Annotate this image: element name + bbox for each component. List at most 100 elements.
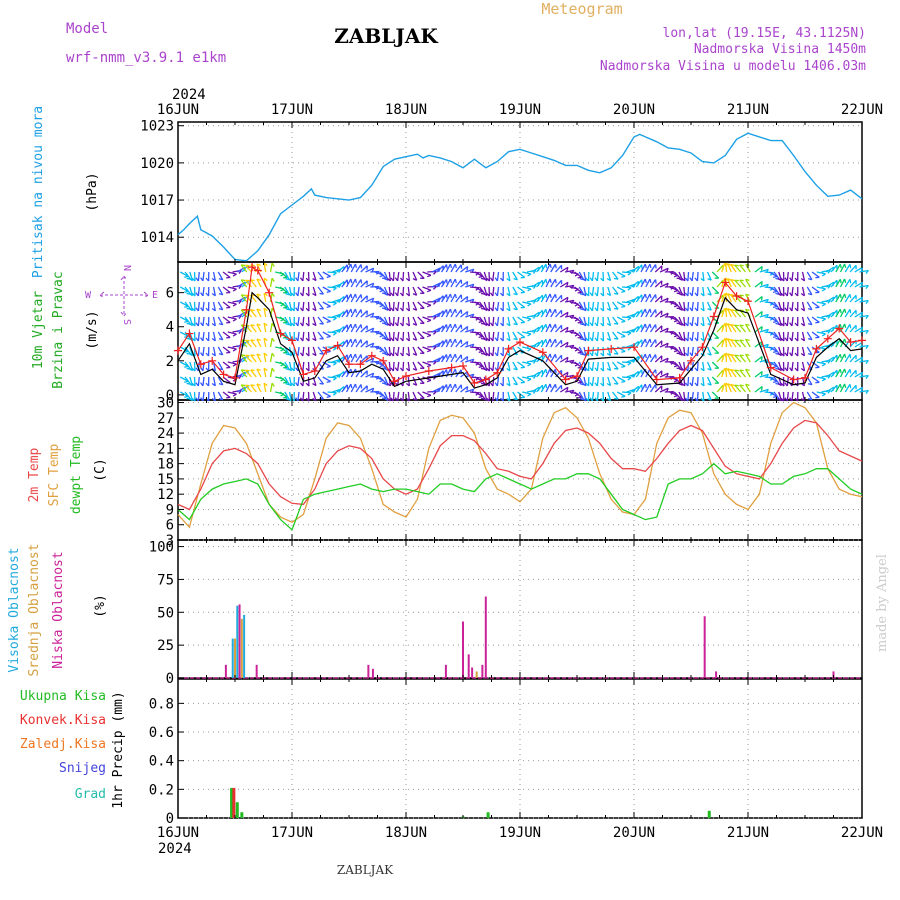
wind-barb-tip: [312, 278, 317, 282]
wind-barb: [202, 271, 205, 282]
wind-barb-tip: [445, 279, 448, 284]
y-tick-label: 21: [157, 441, 174, 457]
wind-barb-tip: [707, 383, 712, 386]
wind-barb-tip: [394, 337, 399, 342]
wind-barb: [640, 278, 646, 288]
wind-barb: [854, 356, 863, 363]
wind-barb: [222, 301, 231, 309]
wind-barb: [379, 316, 387, 324]
wind-barb: [417, 346, 425, 354]
wind-barb-tip: [794, 397, 799, 402]
wind-barb: [392, 391, 395, 402]
wind-barb: [392, 361, 395, 372]
wind-barb-tip: [354, 308, 358, 314]
wind-barb: [445, 338, 451, 348]
wind-barb: [721, 368, 726, 378]
wind-barb: [596, 316, 599, 327]
wind-barb: [645, 308, 651, 318]
wind-barb: [341, 339, 348, 348]
wind-barb-tip: [500, 292, 504, 297]
wind-barb: [436, 265, 444, 273]
y-tick-label: 0.4: [149, 754, 174, 770]
wind-barb: [540, 368, 547, 378]
wind-barb-tip: [232, 393, 237, 397]
wind-barb-tip: [600, 337, 604, 342]
wind-barb: [479, 361, 486, 370]
wind-barb-tip: [777, 353, 782, 357]
wind-barb: [739, 384, 747, 393]
wind-barb: [412, 391, 418, 401]
wind-barb: [801, 331, 806, 341]
wind-barb: [596, 346, 599, 357]
wind-barb: [312, 271, 317, 281]
wind-barb: [189, 271, 194, 281]
wind-barb-tip: [295, 322, 299, 327]
wind-barb: [402, 331, 405, 342]
x-tick-label-top: 19JUN: [499, 102, 541, 118]
wind-barb: [512, 376, 518, 386]
wind-barb: [412, 301, 418, 311]
wind-barb: [659, 297, 669, 303]
wind-barb: [336, 310, 345, 318]
wind-barb: [302, 316, 305, 327]
wind-barb-tip: [449, 368, 453, 374]
wind-barb: [844, 383, 851, 393]
wind-barb-tip: [454, 338, 457, 344]
wind-barb: [583, 346, 587, 356]
wind-barb-tip: [412, 353, 417, 356]
wind-barb: [496, 301, 500, 312]
wind-barb: [764, 376, 774, 379]
wind-barb: [607, 286, 612, 296]
y-tick-label: 0.8: [149, 696, 174, 712]
wind-barb: [279, 361, 288, 368]
wind-barb: [317, 331, 325, 340]
wind-barb: [545, 293, 551, 303]
wind-barb-tip: [780, 307, 785, 312]
wind-barb-tip: [205, 277, 210, 282]
wind-barb: [691, 301, 694, 312]
wind-barb: [764, 286, 774, 289]
wind-barb: [773, 391, 780, 400]
wind-barb-tip: [478, 395, 483, 398]
wind-barb: [355, 279, 362, 288]
wind-barb: [460, 310, 469, 318]
wind-barb: [702, 301, 705, 312]
wind-barb: [607, 361, 612, 371]
wind-barb: [388, 316, 392, 327]
wind-barb-tip: [449, 323, 453, 329]
wind-barb-tip: [326, 365, 331, 368]
wind-barb: [360, 370, 368, 378]
wind-speed-marker: [276, 329, 285, 338]
wind-barb: [596, 271, 599, 282]
wind-barb: [396, 316, 400, 327]
wind-barb-tip: [454, 278, 457, 284]
wind-barb-tip: [405, 337, 410, 342]
wind-barb-tip: [843, 368, 847, 374]
wind-barb-tip: [263, 322, 268, 327]
wind-barb-tip: [545, 309, 548, 314]
wind-barb: [835, 368, 841, 378]
wind-barb: [455, 354, 462, 363]
wind-barb: [450, 338, 456, 348]
wind-barb-tip: [527, 288, 532, 292]
wind-barb-tip: [360, 324, 363, 329]
wind-barb-tip: [843, 383, 847, 389]
wind-barb-tip: [494, 397, 498, 402]
wind-barb: [839, 308, 846, 318]
wind-barb: [496, 286, 500, 297]
wind-barb: [730, 369, 737, 378]
wind-barb: [778, 271, 783, 281]
wind-barb-tip: [621, 305, 626, 308]
wind-barb-tip: [849, 384, 852, 389]
wind-barb-tip: [589, 277, 593, 282]
wind-barb: [355, 384, 362, 393]
wind-barb: [496, 271, 500, 282]
wind-barb: [517, 376, 526, 383]
wind-barb-tip: [649, 383, 652, 389]
wind-barb: [431, 387, 441, 393]
wind-barb: [392, 271, 395, 282]
wind-barb: [431, 312, 441, 318]
wind-barb-tip: [390, 397, 394, 402]
wind-barb: [288, 301, 293, 311]
wind-barb: [791, 331, 794, 342]
